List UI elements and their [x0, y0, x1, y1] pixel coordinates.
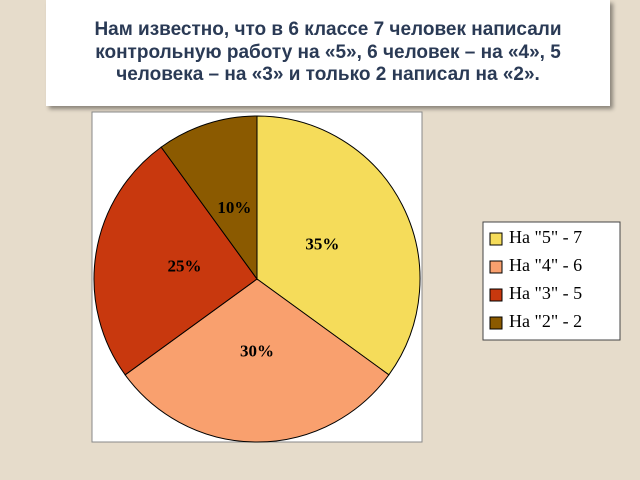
pie-slice — [256, 115, 421, 376]
legend-swatch — [489, 232, 503, 246]
legend-swatch — [489, 260, 503, 274]
legend-label: На "4" - 6 — [509, 255, 582, 275]
chart-title: Нам известно, что в 6 классе 7 человек н… — [46, 0, 610, 106]
data-label: 35% — [305, 235, 339, 254]
legend-label: На "5" - 7 — [509, 227, 582, 247]
legend-swatch — [489, 316, 503, 330]
legend-label: На "2" - 2 — [509, 311, 582, 331]
data-label: 25% — [168, 256, 202, 275]
legend-label: На "3" - 5 — [509, 283, 582, 303]
legend-swatch — [489, 288, 503, 302]
legend-box — [482, 221, 621, 341]
pie-slice — [93, 146, 258, 376]
pie-slice — [124, 278, 390, 443]
data-label: 10% — [217, 198, 251, 217]
pie-slice — [160, 115, 258, 281]
data-label: 30% — [240, 341, 274, 360]
